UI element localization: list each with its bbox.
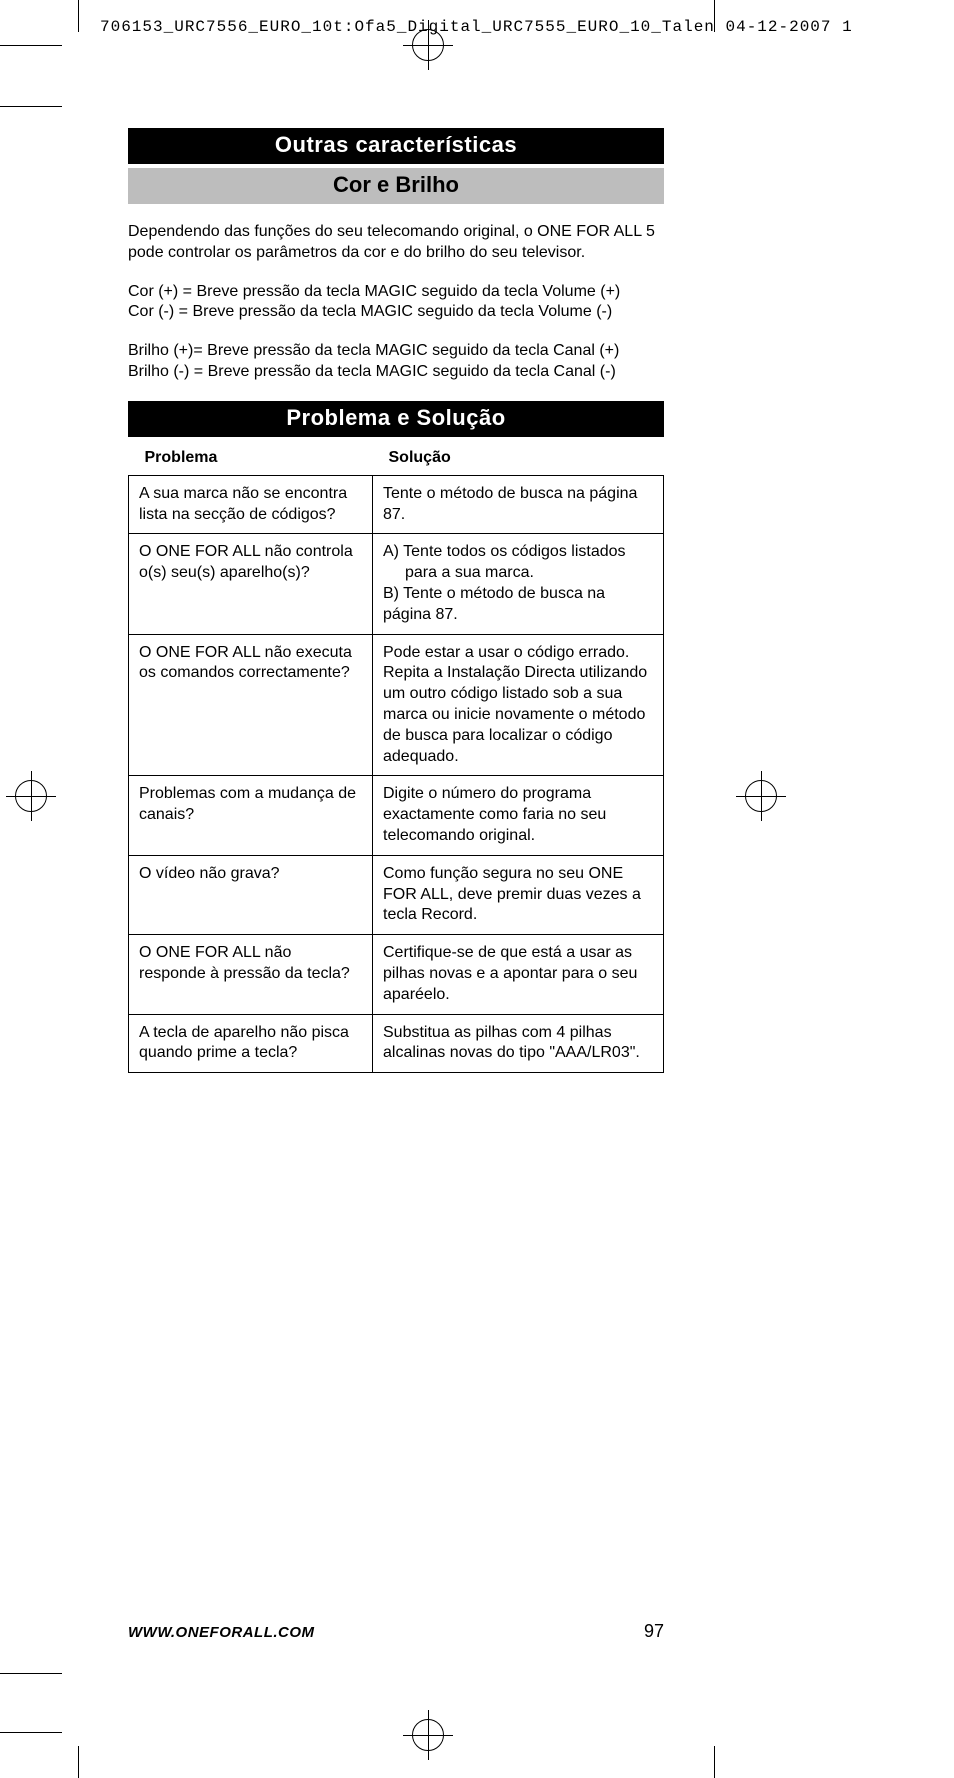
problem-cell: O ONE FOR ALL não responde à pressão da … — [129, 935, 373, 1014]
crop-mark — [0, 1732, 62, 1733]
problem-cell: O ONE FOR ALL não executa os comandos co… — [129, 634, 373, 776]
table-row: A tecla de aparelho não pisca quando pri… — [129, 1014, 664, 1073]
crop-mark — [0, 106, 62, 107]
document-header-label: 706153_URC7556_EURO_10t:Ofa5_Digital_URC… — [100, 18, 853, 36]
crop-mark — [78, 1746, 79, 1778]
brilho-instructions: Brilho (+)= Breve pressão da tecla MAGIC… — [128, 341, 664, 383]
problem-cell: Problemas com a mudança de canais? — [129, 776, 373, 855]
cor-minus-line: Cor (-) = Breve pressão da tecla MAGIC s… — [128, 303, 612, 320]
page-number: 97 — [644, 1621, 664, 1642]
table-row: O ONE FOR ALL não executa os comandos co… — [129, 634, 664, 776]
page-content: Outras características Cor e Brilho Depe… — [128, 128, 664, 1073]
footer-url: WWW.ONEFORALL.COM — [128, 1624, 315, 1641]
table-row: O ONE FOR ALL não controla o(s) seu(s) a… — [129, 534, 664, 634]
solution-cell: Pode estar a usar o código errado. Repit… — [373, 634, 664, 776]
troubleshoot-table: Problema Solução A sua marca não se enco… — [128, 441, 664, 1073]
section-title-problema: Problema e Solução — [128, 401, 664, 437]
solution-line-b: B) Tente o método de busca na página 87. — [383, 584, 653, 626]
section-title-outras: Outras características — [128, 128, 664, 164]
intro-paragraph: Dependendo das funções do seu telecomand… — [128, 222, 664, 264]
solution-cell: Substitua as pilhas com 4 pilhas alcalin… — [373, 1014, 664, 1073]
table-row: O ONE FOR ALL não responde à pressão da … — [129, 935, 664, 1014]
problem-cell: O vídeo não grava? — [129, 855, 373, 934]
crop-mark — [0, 45, 62, 46]
solution-cell: Digite o número do programa exactamente … — [373, 776, 664, 855]
brilho-minus-line: Brilho (-) = Breve pressão da tecla MAGI… — [128, 363, 616, 380]
crop-mark — [78, 0, 79, 32]
crop-mark — [0, 1673, 62, 1674]
registration-mark-icon — [745, 780, 777, 812]
cor-plus-line: Cor (+) = Breve pressão da tecla MAGIC s… — [128, 283, 620, 300]
section-subtitle-cor-brilho: Cor e Brilho — [128, 168, 664, 204]
table-row: O vídeo não grava? Como função segura no… — [129, 855, 664, 934]
table-row: Problemas com a mudança de canais? Digit… — [129, 776, 664, 855]
problem-cell: A sua marca não se encontra lista na sec… — [129, 475, 373, 534]
problem-cell: A tecla de aparelho não pisca quando pri… — [129, 1014, 373, 1073]
table-header-solution: Solução — [373, 441, 664, 476]
solution-cell: Certifique-se de que está a usar as pilh… — [373, 935, 664, 1014]
table-header-problem: Problema — [129, 441, 373, 476]
solution-cell: A) Tente todos os códigos listados para … — [373, 534, 664, 634]
brilho-plus-line: Brilho (+)= Breve pressão da tecla MAGIC… — [128, 342, 619, 359]
solution-cell: Tente o método de busca na página 87. — [373, 475, 664, 534]
cor-instructions: Cor (+) = Breve pressão da tecla MAGIC s… — [128, 282, 664, 324]
crop-mark — [714, 1746, 715, 1778]
page-footer: WWW.ONEFORALL.COM 97 — [128, 1621, 664, 1642]
solution-cell: Como função segura no seu ONE FOR ALL, d… — [373, 855, 664, 934]
table-row: A sua marca não se encontra lista na sec… — [129, 475, 664, 534]
registration-mark-icon — [412, 1719, 444, 1751]
registration-mark-icon — [15, 780, 47, 812]
solution-line-a: A) Tente todos os códigos listados para … — [383, 542, 653, 584]
problem-cell: O ONE FOR ALL não controla o(s) seu(s) a… — [129, 534, 373, 634]
